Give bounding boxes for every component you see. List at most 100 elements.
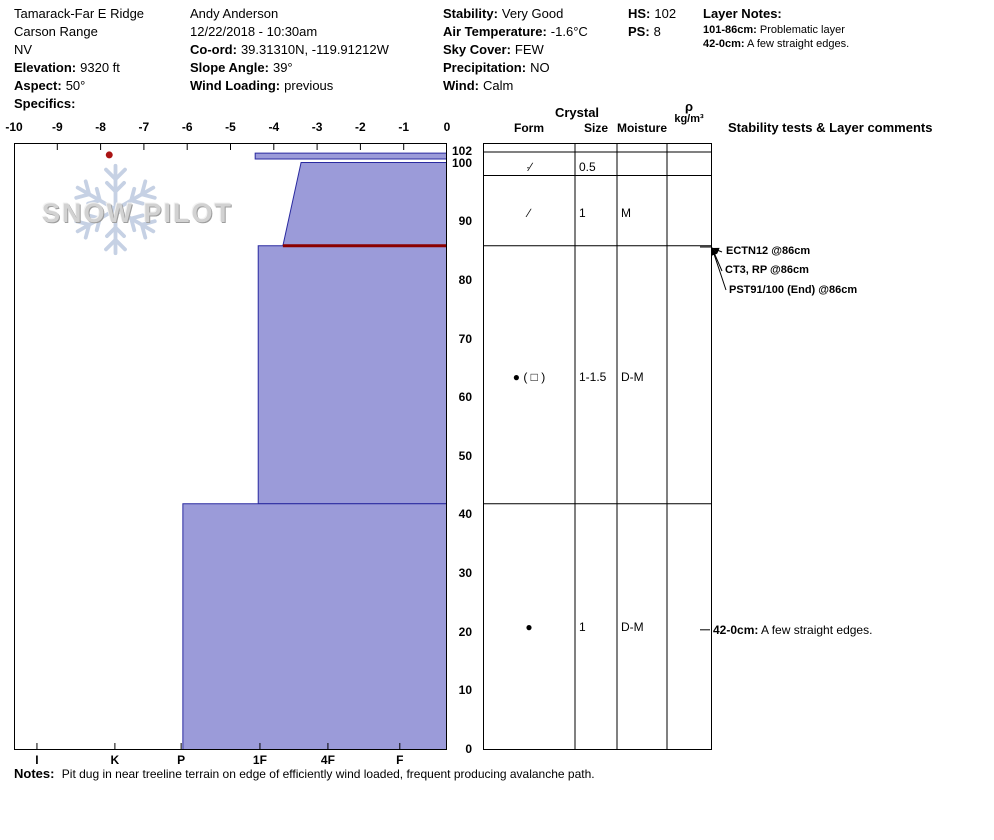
ps-value: 8 (653, 24, 661, 39)
ps-label: PS: (628, 24, 650, 39)
crystal-form-symbol: ∙∕ (526, 160, 532, 175)
air-temp-line: Air Temperature: -1.6°C (443, 23, 588, 41)
layer-notes-block: Layer Notes: 101-86cm: Problematic layer… (703, 5, 849, 51)
hs-line: HS: 102 (628, 5, 676, 23)
test-connector-line (711, 247, 727, 291)
coord-label: Co-ord: (190, 42, 237, 57)
stability-label: Stability: (443, 6, 498, 21)
moisture-value: M (621, 205, 631, 220)
notes-label: Notes: (14, 766, 55, 781)
coord-value: 39.31310N, -119.91212W (240, 42, 389, 57)
hs-value: 102 (654, 6, 677, 21)
elevation-value: 9320 ft (80, 60, 120, 75)
temp-axis-tick-label: -10 (5, 120, 23, 134)
observer-info-block: Andy Anderson 12/22/2018 - 10:30am Co-or… (190, 5, 389, 95)
crystal-form-symbol: ∕ (527, 205, 530, 220)
crystal-size-value: 1 (579, 205, 586, 220)
precipitation-value: NO (530, 60, 550, 75)
snow-layer (257, 245, 447, 505)
hardness-axis-label: 4F (320, 753, 335, 767)
wind-loading-line: Wind Loading: previous (190, 77, 389, 95)
depth-axis-label: 90 (458, 214, 472, 229)
slope-angle-label: Slope Angle: (190, 60, 269, 75)
site-info-block: Tamarack-Far E Ridge Carson Range NV Ele… (14, 5, 144, 113)
moisture-value: D-M (621, 369, 644, 384)
elevation-label: Elevation: (14, 60, 77, 75)
depth-axis-label: 40 (458, 507, 472, 522)
temp-axis-tick-label: -2 (355, 120, 366, 134)
site-state: NV (14, 42, 33, 57)
crystal-size-value: 1-1.5 (579, 369, 607, 384)
hardness-profile-chart (14, 143, 447, 750)
crystal-size-value: 0.5 (579, 160, 596, 175)
snow-layer (254, 152, 447, 160)
aspect-value: 50° (65, 78, 86, 93)
temp-axis-tick-label: -5 (225, 120, 236, 134)
air-temp-label: Air Temperature: (443, 24, 547, 39)
slope-angle-value: 39° (272, 60, 293, 75)
layer-note-item: 101-86cm: Problematic layer (703, 23, 849, 37)
depth-axis-label: 0 (465, 742, 472, 756)
layer-comment: 42-0cm: A few straight edges. (713, 623, 872, 637)
moisture-column-header: Moisture (616, 121, 667, 135)
sky-cover-label: Sky Cover: (443, 42, 511, 57)
stability-test-label: ECTN12 @86cm (726, 245, 811, 257)
depth-axis-label: 10 (458, 683, 472, 698)
hardness-axis-label: 1F (252, 753, 267, 767)
specifics-line: Specifics: (14, 95, 144, 113)
stability-value: Very Good (501, 6, 564, 21)
density-column-header-symbol: ρ (684, 99, 694, 114)
depth-axis-label: 70 (458, 331, 472, 346)
observer-name: Andy Anderson (190, 6, 279, 21)
layer-note-range: 101-86cm: (703, 24, 757, 36)
elevation-line: Elevation: 9320 ft (14, 59, 144, 77)
ps-line: PS: 8 (628, 23, 676, 41)
hardness-axis-label: I (35, 753, 39, 767)
layer-notes-title: Layer Notes: (703, 6, 782, 21)
aspect-line: Aspect: 50° (14, 77, 144, 95)
site-name: Tamarack-Far E Ridge (14, 6, 145, 21)
temp-axis-tick-label: -1 (398, 120, 410, 134)
temp-axis-tick-label: -7 (138, 120, 150, 134)
depth-axis-label: 50 (458, 448, 472, 463)
crystal-form-symbol: ● (525, 620, 533, 635)
snow-layer (182, 503, 447, 750)
crystal-table-grid (483, 143, 712, 750)
depth-axis-label: 100 (451, 155, 472, 170)
precipitation-line: Precipitation: NO (443, 59, 588, 77)
moisture-value: D-M (621, 620, 644, 635)
stability-test-label: CT3, RP @86cm (725, 264, 809, 276)
stability-line: Stability: Very Good (443, 5, 588, 23)
crystal-size-value: 1 (579, 620, 586, 635)
test-connector-arrowhead (712, 247, 720, 254)
stability-tests-column-header: Stability tests & Layer comments (728, 120, 933, 135)
test-connector-arrowhead (711, 248, 718, 256)
wind-loading-label: Wind Loading: (190, 78, 281, 93)
coord-line: Co-ord: 39.31310N, -119.91212W (190, 41, 389, 59)
depth-axis-label: 80 (458, 272, 472, 287)
wind-loading-value: previous (284, 78, 334, 93)
aspect-label: Aspect: (14, 78, 62, 93)
air-temp-value: -1.6°C (550, 24, 588, 39)
layer-note-item: 42-0cm: A few straight edges. (703, 37, 849, 51)
wind-line: Wind: Calm (443, 77, 588, 95)
pit-notes: Notes: Pit dug in near treeline terrain … (14, 766, 595, 781)
crystal-form-symbol: ● ( □ ) (512, 369, 546, 384)
snow-layer (282, 162, 447, 247)
totals-block: HS: 102 PS: 8 (628, 5, 676, 41)
temp-axis-tick-label: 0 (443, 120, 451, 134)
depth-axis-label: 30 (458, 566, 472, 581)
precipitation-label: Precipitation: (443, 60, 527, 75)
temp-axis-tick-label: -3 (311, 120, 323, 134)
hardness-axis-label: F (396, 753, 404, 767)
wind-label: Wind: (443, 78, 479, 93)
sky-cover-line: Sky Cover: FEW (443, 41, 588, 59)
temp-axis-tick-label: -9 (51, 120, 63, 134)
snowpilot-watermark: SNOW PILOT (40, 160, 260, 270)
form-column-header: Form (514, 121, 544, 135)
size-column-header: Size (583, 121, 608, 135)
observation-datetime: 12/22/2018 - 10:30am (190, 24, 318, 39)
stability-test-label: PST91/100 (End) @86cm (729, 284, 858, 296)
hardness-axis-label: K (110, 753, 120, 767)
